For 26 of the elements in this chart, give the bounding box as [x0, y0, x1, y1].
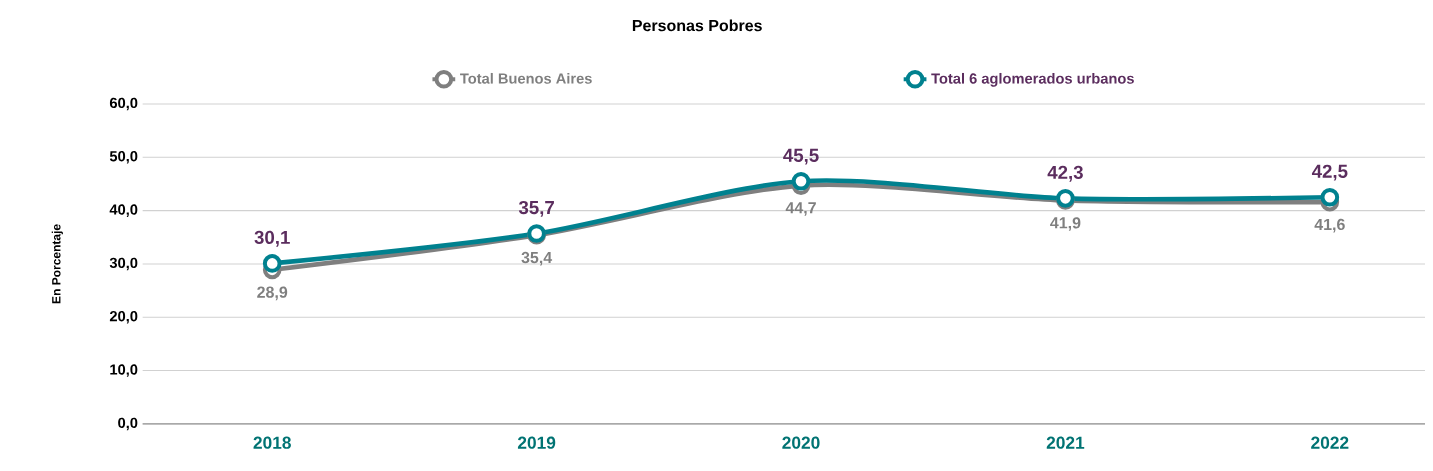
x-tick-label: 2020 [782, 436, 820, 450]
data-label: 41,6 [1314, 219, 1345, 233]
x-tick-label: 2021 [1046, 436, 1085, 450]
y-tick-label: 20,0 [109, 311, 138, 324]
legend-label: Total Buenos Aires [460, 73, 592, 84]
data-label: 35,4 [521, 252, 553, 266]
chart-title: Personas Pobres [632, 19, 762, 32]
data-label: 42,3 [1047, 165, 1083, 182]
y-tick-label: 30,0 [109, 257, 138, 271]
y-axis-title: En Porcentaje [51, 224, 63, 304]
y-tick-label: 10,0 [110, 364, 138, 378]
legend-label: Total 6 aglomerados urbanos [931, 73, 1134, 87]
data-label: 44,7 [785, 202, 816, 216]
data-label: 41,9 [1050, 217, 1081, 232]
y-tick-label: 40,0 [109, 204, 138, 218]
x-tick-label: 2022 [1311, 436, 1349, 450]
y-tick-label: 50,0 [109, 151, 138, 164]
data-label: 30,1 [254, 230, 290, 247]
data-label: 28,9 [257, 286, 288, 301]
x-tick-label: 2018 [253, 436, 291, 450]
y-tick-label: 0,0 [118, 417, 138, 431]
x-tick-label: 2019 [517, 436, 556, 450]
data-label: 45,5 [783, 149, 819, 165]
data-label: 42,5 [1311, 164, 1348, 181]
data-label: 35,7 [518, 201, 554, 218]
y-tick-label: 60,0 [109, 97, 138, 111]
